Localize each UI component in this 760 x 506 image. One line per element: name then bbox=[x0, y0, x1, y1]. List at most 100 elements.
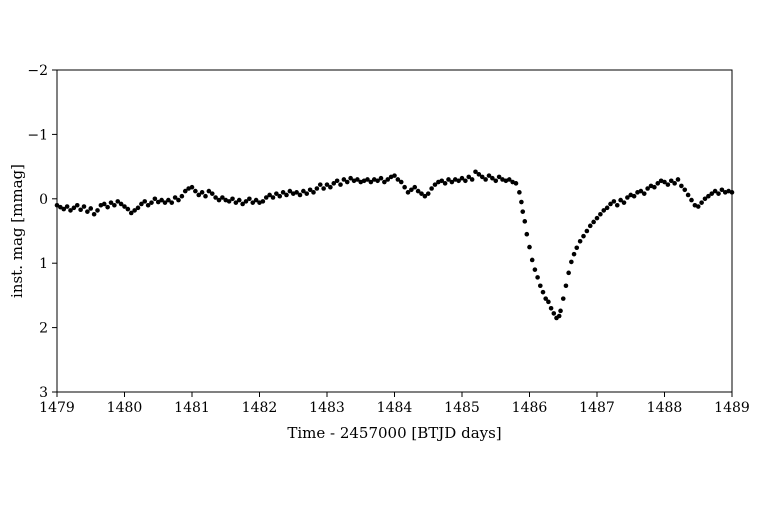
data-point bbox=[415, 188, 421, 194]
data-point bbox=[74, 202, 80, 208]
data-point bbox=[535, 275, 540, 280]
data-point bbox=[641, 191, 647, 196]
data-point bbox=[571, 251, 577, 257]
data-point bbox=[540, 289, 546, 295]
data-point bbox=[566, 270, 571, 276]
data-point bbox=[243, 199, 249, 204]
data-point bbox=[584, 228, 590, 234]
data-point bbox=[655, 181, 661, 186]
data-point bbox=[695, 204, 701, 209]
data-point bbox=[213, 195, 218, 200]
data-point bbox=[321, 186, 326, 191]
x-tick-label: 1489 bbox=[714, 400, 750, 416]
x-tick-label: 1488 bbox=[647, 400, 683, 416]
data-point bbox=[78, 207, 83, 213]
data-point bbox=[71, 205, 77, 211]
data-point bbox=[324, 182, 330, 187]
data-point bbox=[631, 193, 637, 199]
data-point bbox=[304, 191, 310, 196]
data-point bbox=[574, 245, 580, 251]
data-point bbox=[577, 239, 583, 244]
data-point bbox=[548, 305, 554, 311]
data-point bbox=[442, 181, 448, 186]
data-point bbox=[176, 197, 181, 203]
data-point bbox=[591, 219, 596, 225]
data-point bbox=[196, 192, 202, 198]
data-point bbox=[490, 175, 495, 181]
data-point bbox=[142, 199, 148, 204]
data-point bbox=[274, 191, 279, 196]
data-point bbox=[611, 199, 617, 204]
data-point bbox=[614, 202, 620, 208]
data-point bbox=[506, 177, 512, 182]
data-point bbox=[522, 219, 528, 224]
data-point bbox=[277, 193, 283, 199]
data-point bbox=[331, 181, 337, 186]
data-point bbox=[513, 181, 519, 186]
data-point bbox=[189, 184, 195, 190]
data-point bbox=[247, 196, 252, 202]
data-point bbox=[709, 191, 715, 196]
data-point bbox=[341, 177, 347, 182]
data-point bbox=[449, 179, 455, 185]
data-point bbox=[253, 197, 259, 203]
data-point bbox=[355, 177, 360, 182]
data-point bbox=[385, 177, 391, 182]
data-point bbox=[409, 187, 414, 193]
data-point bbox=[519, 199, 524, 205]
data-point bbox=[338, 182, 343, 187]
data-point bbox=[233, 200, 239, 205]
data-point bbox=[601, 208, 607, 213]
data-point bbox=[88, 206, 94, 211]
data-point bbox=[64, 204, 70, 209]
data-point bbox=[439, 178, 445, 184]
x-tick-label: 1481 bbox=[174, 400, 210, 416]
x-tick-label: 1487 bbox=[579, 400, 615, 416]
data-point bbox=[179, 193, 185, 199]
data-point bbox=[216, 197, 222, 203]
data-point bbox=[483, 177, 488, 182]
data-point bbox=[621, 200, 627, 205]
data-point bbox=[297, 192, 303, 198]
data-point bbox=[529, 257, 535, 263]
data-point bbox=[520, 209, 526, 214]
data-point bbox=[432, 182, 438, 187]
x-axis-ticks: 1479 1480 1481 1482 1483 1484 1485 1486 1487 1488… bbox=[39, 392, 750, 416]
data-point bbox=[668, 178, 674, 184]
data-point bbox=[675, 177, 681, 182]
data-point bbox=[382, 179, 387, 185]
data-point bbox=[446, 177, 451, 182]
data-point bbox=[405, 190, 411, 195]
data-point bbox=[716, 191, 721, 196]
data-point bbox=[402, 184, 407, 190]
data-point bbox=[699, 200, 704, 205]
data-point bbox=[139, 201, 144, 207]
data-point bbox=[493, 178, 499, 184]
data-point bbox=[375, 178, 380, 184]
data-point bbox=[702, 196, 708, 202]
data-point bbox=[558, 308, 563, 314]
data-point bbox=[287, 188, 293, 194]
data-point bbox=[58, 204, 63, 210]
data-point bbox=[166, 197, 171, 203]
data-point bbox=[532, 267, 538, 272]
y-tick-label: 1 bbox=[39, 256, 48, 272]
data-point bbox=[662, 179, 667, 185]
x-tick-label: 1485 bbox=[444, 400, 480, 416]
data-point bbox=[267, 192, 272, 198]
data-point bbox=[368, 179, 374, 185]
data-point bbox=[280, 190, 286, 195]
plot-frame bbox=[56, 69, 733, 393]
data-point bbox=[301, 188, 306, 194]
data-point bbox=[706, 193, 711, 199]
data-point bbox=[294, 190, 299, 195]
data-point bbox=[145, 202, 151, 208]
data-points bbox=[54, 169, 735, 321]
data-point bbox=[240, 201, 245, 207]
data-point bbox=[182, 188, 188, 194]
data-point bbox=[260, 199, 266, 204]
x-tick-label: 1479 bbox=[39, 400, 75, 416]
data-point bbox=[81, 204, 87, 209]
data-point bbox=[560, 296, 566, 301]
data-point bbox=[203, 193, 208, 199]
